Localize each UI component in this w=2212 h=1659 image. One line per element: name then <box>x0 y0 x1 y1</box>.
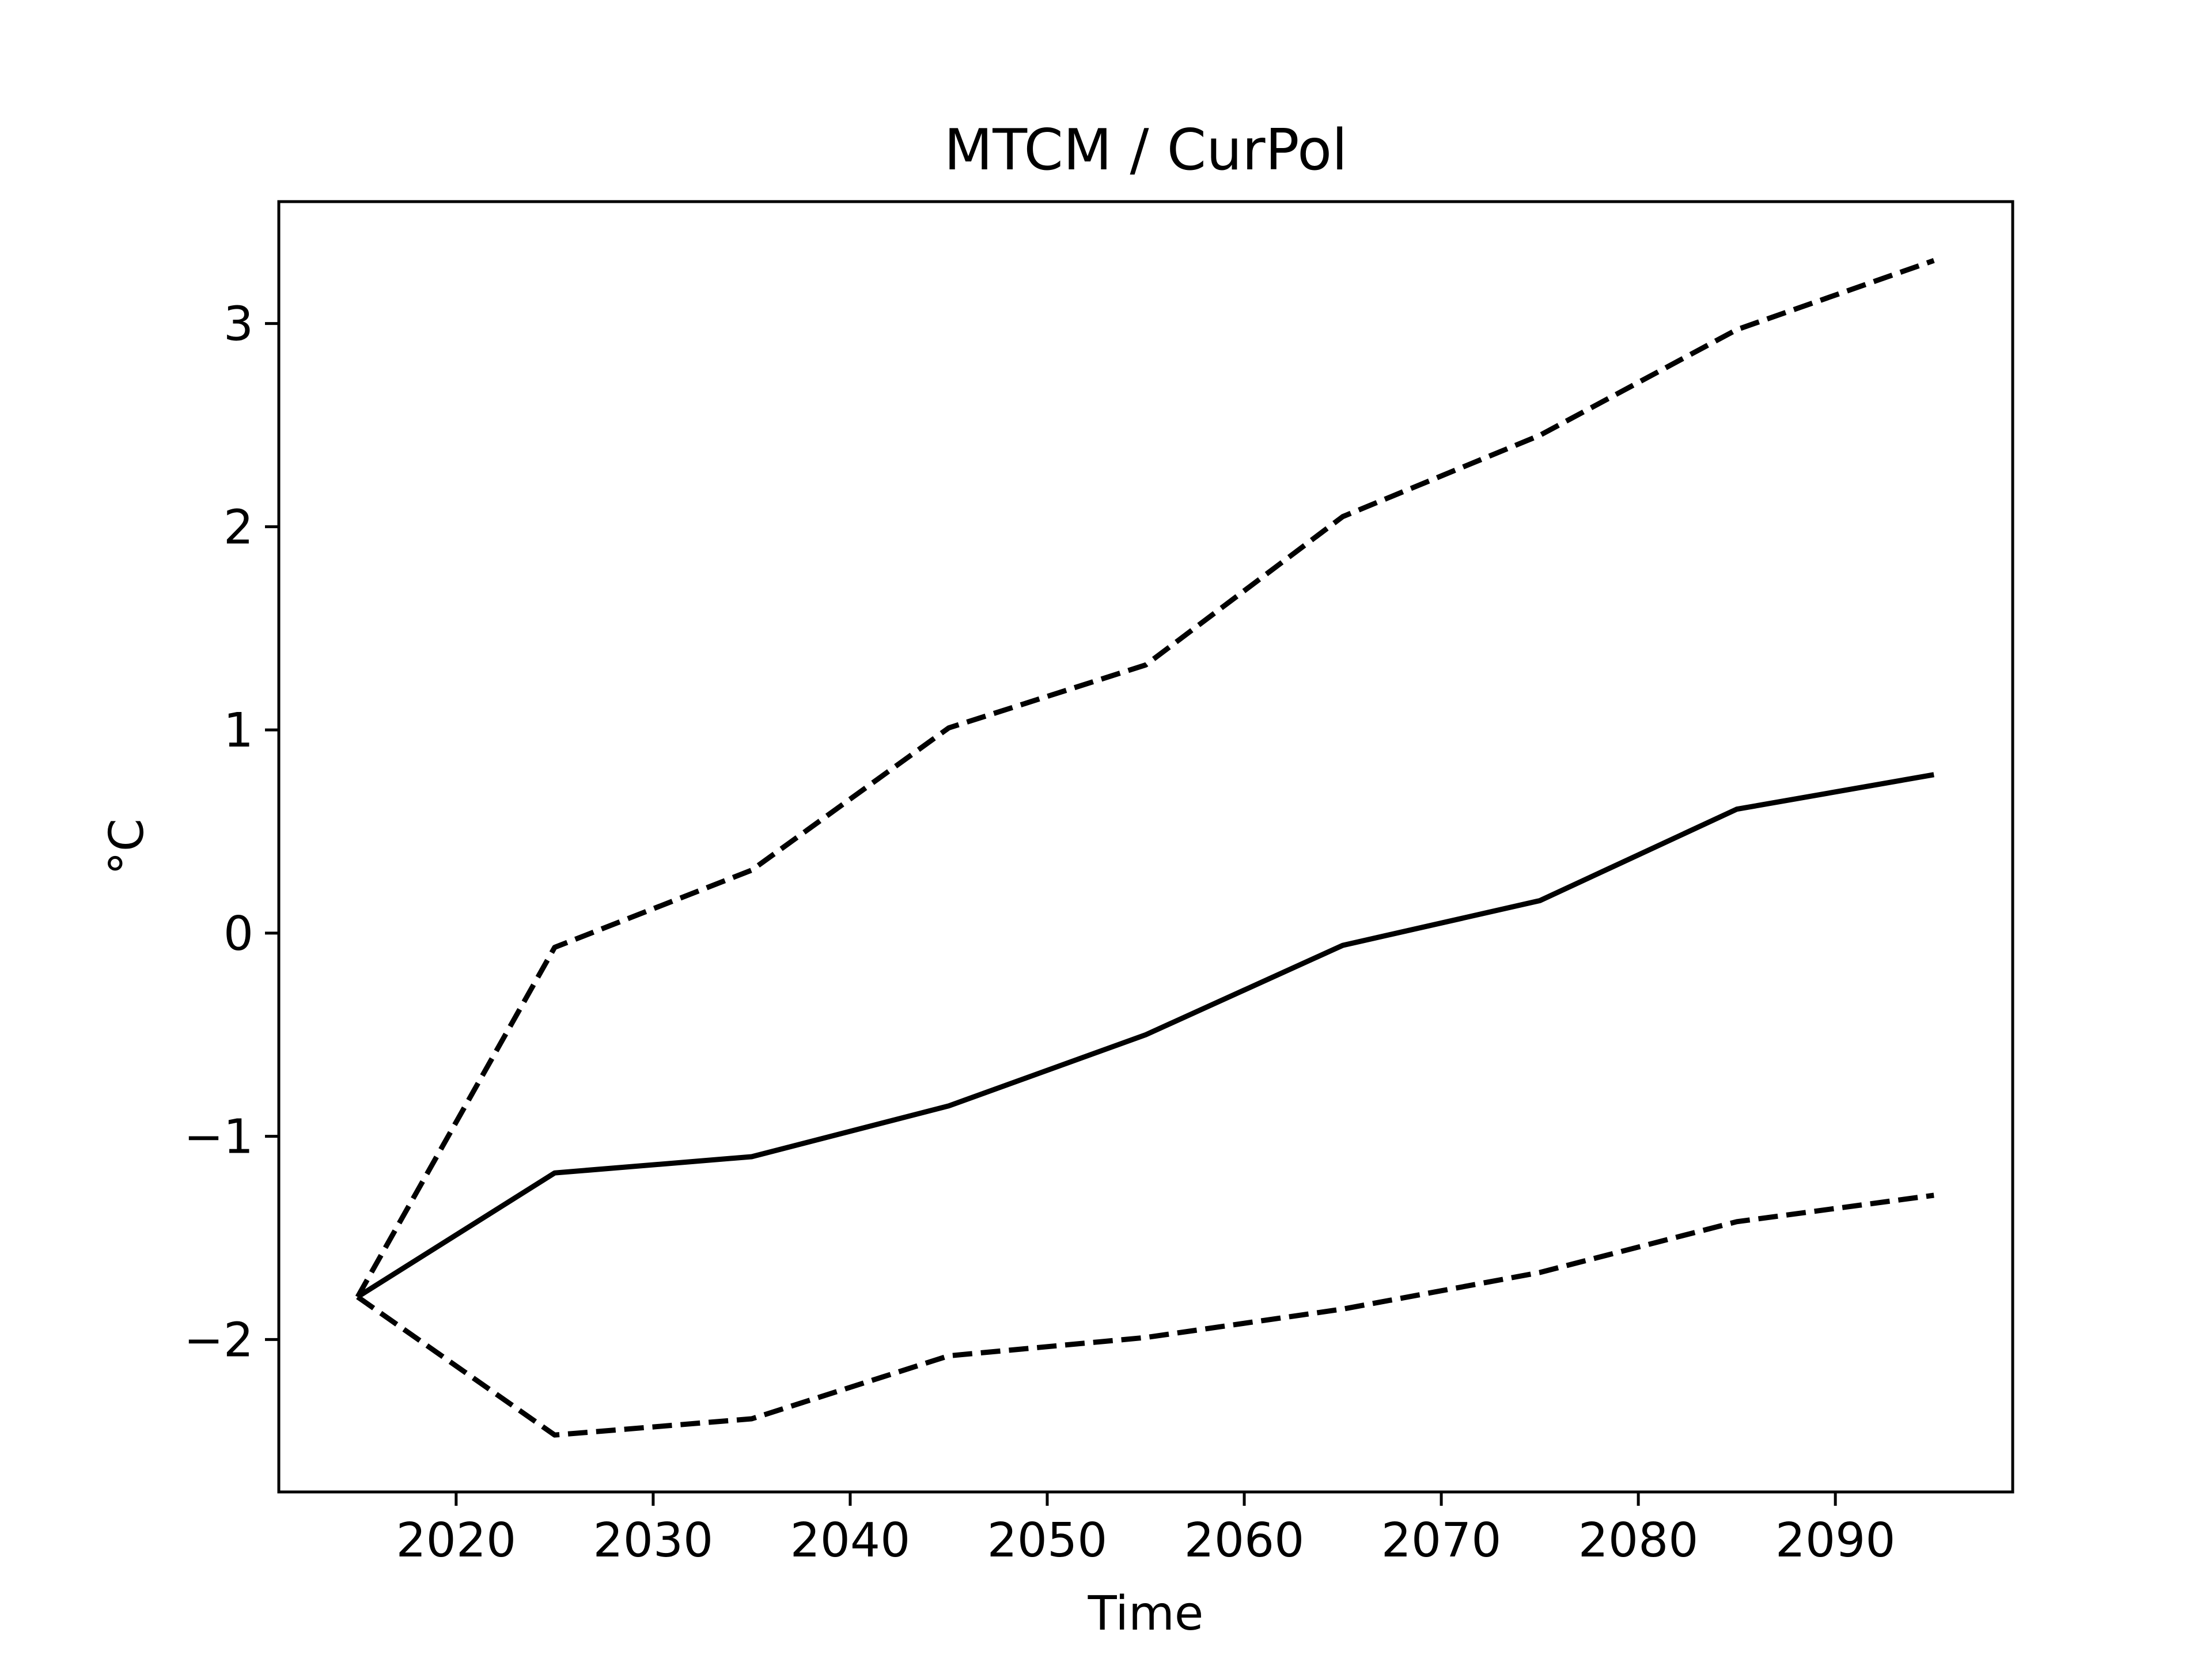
x-tick-label: 2080 <box>1578 1513 1699 1568</box>
y-axis-label: °C <box>100 819 154 875</box>
series-line-1 <box>356 772 1934 1300</box>
x-tick-label: 2060 <box>1184 1513 1305 1568</box>
y-tick-label: 0 <box>224 907 253 961</box>
x-axis-label: Time <box>1088 1586 1204 1641</box>
chart-title: MTCM / CurPol <box>944 118 1348 183</box>
y-axis: −2 −1 0 1 2 3 <box>184 297 279 1368</box>
x-tick-label: 2090 <box>1775 1513 1896 1568</box>
x-tick-label: 2020 <box>396 1513 516 1568</box>
y-tick-label: 2 <box>224 500 253 555</box>
y-tick-label: −1 <box>184 1110 253 1165</box>
y-tick-label: 3 <box>224 297 253 352</box>
y-tick-label: −2 <box>184 1313 253 1368</box>
x-axis: 2020 2030 2040 2050 2060 2070 2080 2090 <box>396 1492 1896 1568</box>
y-tick-label: 1 <box>224 703 253 758</box>
x-tick-label: 2040 <box>790 1513 911 1568</box>
plot-area <box>277 200 2014 1494</box>
x-tick-label: 2070 <box>1381 1513 1502 1568</box>
x-tick-label: 2050 <box>987 1513 1108 1568</box>
series-line-2 <box>355 258 1935 1298</box>
series-layer <box>355 258 1935 1438</box>
x-tick-label: 2030 <box>593 1513 714 1568</box>
